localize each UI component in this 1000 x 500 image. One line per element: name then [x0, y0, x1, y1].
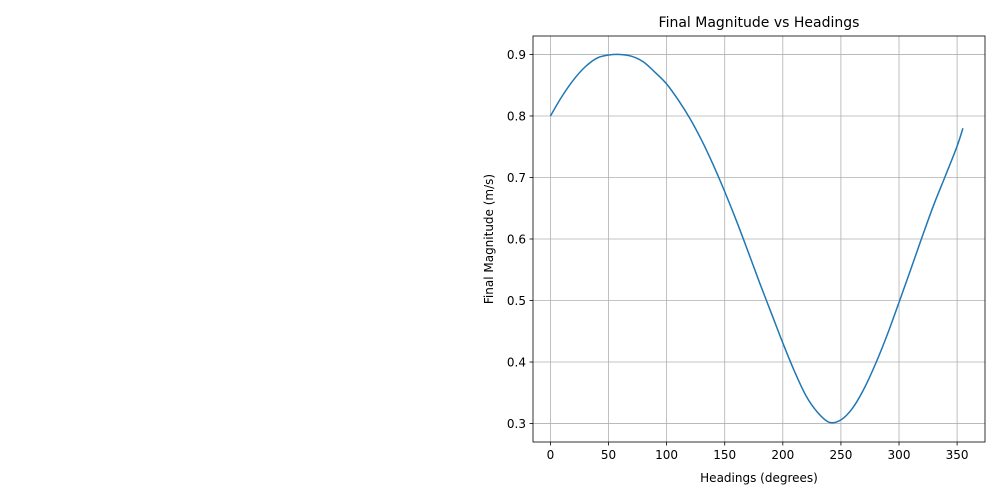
x-tick-label: 300	[888, 448, 911, 462]
x-tick-label: 350	[946, 448, 969, 462]
x-axis-label: Headings (degrees)	[700, 471, 818, 485]
y-tick-label: 0.8	[507, 109, 526, 123]
y-tick-label: 0.7	[507, 171, 526, 185]
y-tick-label: 0.9	[507, 48, 526, 62]
y-axis-label: Final Magnitude (m/s)	[482, 174, 496, 304]
x-tick-label: 0	[547, 448, 555, 462]
grid-lines	[533, 36, 985, 442]
x-tick-label: 50	[601, 448, 616, 462]
y-tick-label: 0.4	[507, 356, 526, 370]
x-tick-label: 100	[655, 448, 678, 462]
y-axis-ticks: 0.3 0.4 0.5 0.6 0.7 0.8 0.9	[507, 48, 533, 431]
chart-title: Final Magnitude vs Headings	[659, 15, 860, 31]
y-tick-label: 0.5	[507, 294, 526, 308]
series-line	[549, 53, 964, 424]
x-axis-ticks: 0 50 100 150 200 250 300 350	[547, 442, 969, 462]
x-tick-label: 250	[829, 448, 852, 462]
y-tick-label: 0.6	[507, 233, 526, 247]
x-tick-label: 200	[771, 448, 794, 462]
y-tick-label: 0.3	[507, 417, 526, 431]
x-tick-label: 150	[713, 448, 736, 462]
